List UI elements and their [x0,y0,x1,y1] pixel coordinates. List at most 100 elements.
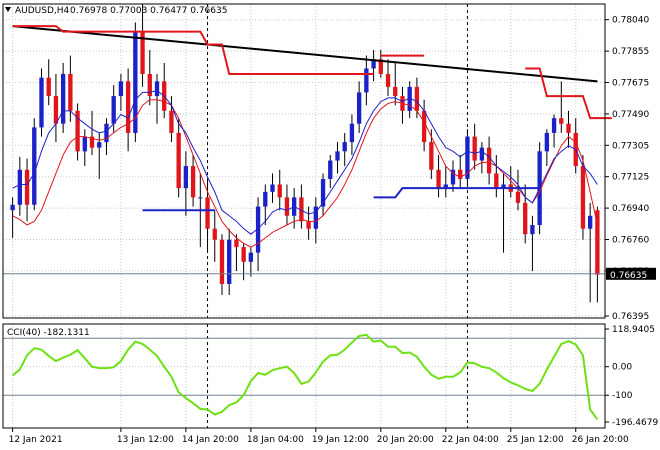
candle-body [407,86,412,111]
candle-body [190,166,196,198]
y-tick-label: 0.78040 [612,16,649,26]
candle-body [82,136,87,152]
candle-body [263,191,268,207]
candles [10,4,600,303]
candle-body [515,191,521,203]
candle-body [349,123,355,143]
dropdown-triangle-icon[interactable] [5,7,11,12]
separator-lines [207,4,468,428]
current-price-label: 0.76635 [610,271,647,281]
sma-line [12,99,598,248]
candle-body [371,59,376,69]
candle-body [10,204,15,211]
candle-body [313,206,318,229]
candle-body [299,197,304,222]
y-tick-label: 0.77490 [612,110,649,120]
x-tick-label: 26 Jan 20:00 [572,435,629,445]
ohlc-readout: 0.76978 0.77003 0.76477 0.76635 [70,6,227,16]
y-tick-label: 0.77855 [612,47,649,57]
candle-body [393,86,398,97]
candle-body [255,206,261,253]
candle-body [421,110,427,143]
candle-body [385,73,391,87]
candle-body [544,132,550,152]
candle-body [306,221,311,229]
y-tick-label: 0.76395 [612,312,649,322]
candle-body [436,169,441,189]
y-axis: 0.78040 0.77855 0.77675 0.77490 0.77305 0.771… [605,16,658,428]
candle-body [414,86,420,111]
candle-body [450,169,456,185]
candle-body [32,127,37,205]
candle-body [219,239,225,284]
cci-y-tick-label: -100 [612,391,633,401]
candle-body [356,92,362,124]
candle-body [46,77,51,97]
candle-body [183,166,189,189]
candle-body [17,169,22,205]
candle-body [364,68,369,93]
candle-body [89,136,95,148]
candle-body [378,59,383,74]
grid [3,4,605,428]
candle-body [277,184,282,198]
candle-body [595,210,600,275]
candle-body [429,142,434,170]
x-tick-label: 14 Jan 20:00 [182,435,239,445]
candle-body [176,132,181,189]
candle-body [479,147,485,161]
candle-body [198,197,203,199]
support-step-line [373,187,540,199]
candle-body [140,31,145,74]
candle-body [53,96,59,124]
trend-line [12,25,598,83]
resistance-step-line [525,67,612,120]
candle-body [465,136,470,179]
resistance-step-line [12,25,374,75]
candle-body [205,197,210,229]
candle-body [551,118,557,133]
candle-body [472,136,477,161]
candle-body [97,142,102,148]
candle-body [227,239,232,284]
x-tick-label: 18 Jan 04:00 [247,435,304,445]
cci-panel [3,333,605,421]
candle-body [530,224,535,235]
candle-body [169,110,174,133]
candle-body [270,184,275,192]
candle-body [68,73,73,111]
cci-line [11,333,599,421]
candle-body [486,147,492,174]
candle-body [494,173,499,189]
y-tick-label: 0.77305 [612,141,649,151]
candle-body [154,81,160,97]
candle-body [75,110,80,152]
ema-line [12,90,598,235]
candle-body [566,123,571,133]
candle-body [588,215,593,229]
candle-body [111,96,116,124]
candle-body [284,197,290,216]
cci-title: CCI(40) -182.1311 [7,328,90,338]
x-tick-label: 25 Jan 12:00 [507,435,564,445]
candle-body [147,73,152,97]
cci-y-tick-label: 0.00 [612,363,632,373]
candle-body [125,81,131,133]
candle-body [241,247,246,262]
cci-y-tick-label: -196.4679 [612,418,658,428]
candle-body [24,169,30,205]
cci-y-tick-label: 118.9405 [612,325,655,335]
candle-body [212,228,217,240]
x-axis: 12 Jan 2021 13 Jan 12:00 14 Jan 20:00 18 Ja… [9,428,629,445]
cci-panel-frame [2,323,606,429]
candle-body [104,123,109,143]
candle-body [234,239,239,248]
candle-body [335,151,340,161]
candle-body [118,81,124,97]
candle-body [458,169,463,179]
x-tick-label: 22 Jan 04:00 [442,435,499,445]
x-tick-label: 20 Jan 20:00 [377,435,434,445]
y-tick-label: 0.76760 [612,236,649,246]
y-tick-label: 0.76940 [612,204,649,214]
